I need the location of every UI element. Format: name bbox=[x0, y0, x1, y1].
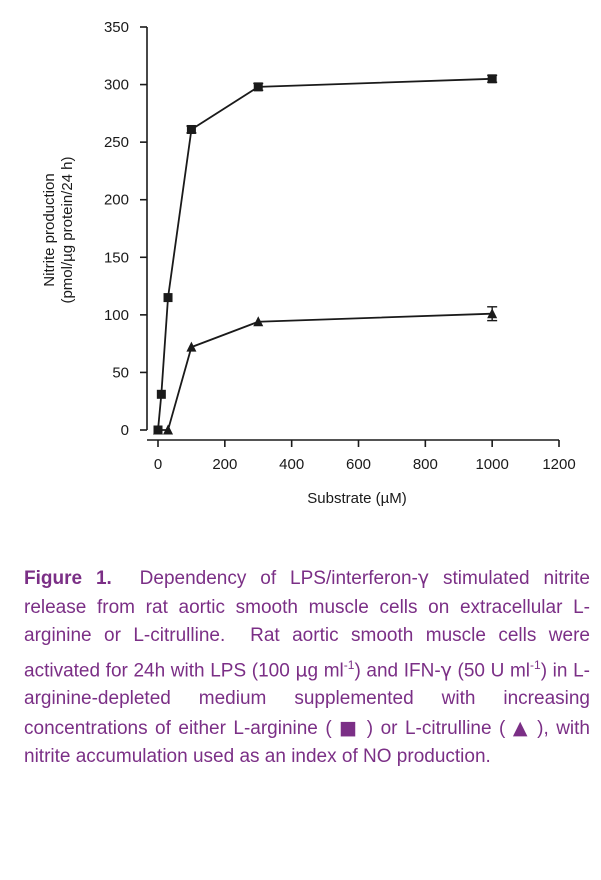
caption-text: ), with nitrite accumulation used as an … bbox=[24, 717, 590, 768]
y-tick-label: 250 bbox=[104, 134, 129, 151]
y-tick-label: 200 bbox=[104, 192, 129, 209]
gamma-symbol: γ bbox=[440, 658, 452, 681]
y-tick-label: 300 bbox=[104, 77, 129, 94]
x-tick-label: 400 bbox=[279, 456, 304, 473]
data-point-triangle bbox=[487, 308, 498, 319]
y-tick-label: 150 bbox=[104, 249, 129, 266]
y-tick-label: 100 bbox=[104, 307, 129, 324]
figure-caption: Figure 1. Dependency of LPS/interferon-γ… bbox=[24, 564, 590, 772]
data-point-triangle bbox=[186, 341, 197, 352]
caption-label: Figure 1. bbox=[24, 568, 112, 589]
caption-text: g ml bbox=[307, 659, 344, 681]
superscript: -1 bbox=[343, 657, 355, 672]
caption-text: Dependency of LPS/interferon- bbox=[139, 568, 418, 589]
data-point-square bbox=[156, 389, 166, 399]
nitrite-chart: 0 50 100 150 200 250 300 350 0 200 400 600 800 1000 12… bbox=[41, 19, 576, 507]
data-point-triangle bbox=[253, 316, 264, 327]
superscript: -1 bbox=[530, 657, 541, 672]
x-tick-label: 0 bbox=[154, 456, 162, 473]
gamma-symbol: γ bbox=[417, 567, 430, 589]
x-tick-label: 800 bbox=[413, 456, 438, 473]
caption-text: ) in L-arginine-depleted medium suppleme… bbox=[24, 659, 590, 739]
data-point-square bbox=[253, 82, 263, 92]
y-axis-title-line1: Nitrite production bbox=[41, 173, 58, 286]
x-tick-label: 1000 bbox=[475, 456, 508, 473]
x-tick-label: 200 bbox=[212, 456, 237, 473]
x-tick-label: 600 bbox=[346, 456, 371, 473]
x-tick-label: 1200 bbox=[542, 456, 575, 473]
series-line-square bbox=[157, 77, 493, 431]
data-point-square bbox=[186, 124, 196, 134]
chart-series bbox=[153, 74, 498, 435]
y-tick-label: 50 bbox=[112, 364, 129, 381]
data-point-triangle bbox=[153, 424, 163, 435]
triangle-legend-icon: ▲ bbox=[512, 716, 530, 739]
data-point-square bbox=[163, 293, 173, 303]
mu-symbol: µ bbox=[295, 658, 308, 681]
square-legend-icon: ■ bbox=[339, 716, 360, 739]
data-point-square bbox=[487, 74, 497, 84]
y-tick-label: 0 bbox=[121, 422, 129, 439]
x-axis-title: Substrate (µM) bbox=[307, 490, 407, 507]
caption-text: ) and IFN- bbox=[354, 659, 441, 681]
caption-text: (50 U ml bbox=[451, 659, 531, 681]
series-line-triangle bbox=[158, 312, 493, 431]
y-tick-label: 350 bbox=[104, 19, 129, 36]
chart-axes: 0 50 100 150 200 250 300 350 0 200 400 600 800 1000 12… bbox=[104, 19, 576, 473]
caption-text: ) or L-citrulline ( bbox=[359, 717, 513, 739]
y-axis-title-line2: (pmol/µg protein/24 h) bbox=[59, 156, 76, 303]
data-point-triangle bbox=[163, 424, 174, 435]
caption-text: stimulated nitrite release from rat aort… bbox=[24, 568, 590, 681]
